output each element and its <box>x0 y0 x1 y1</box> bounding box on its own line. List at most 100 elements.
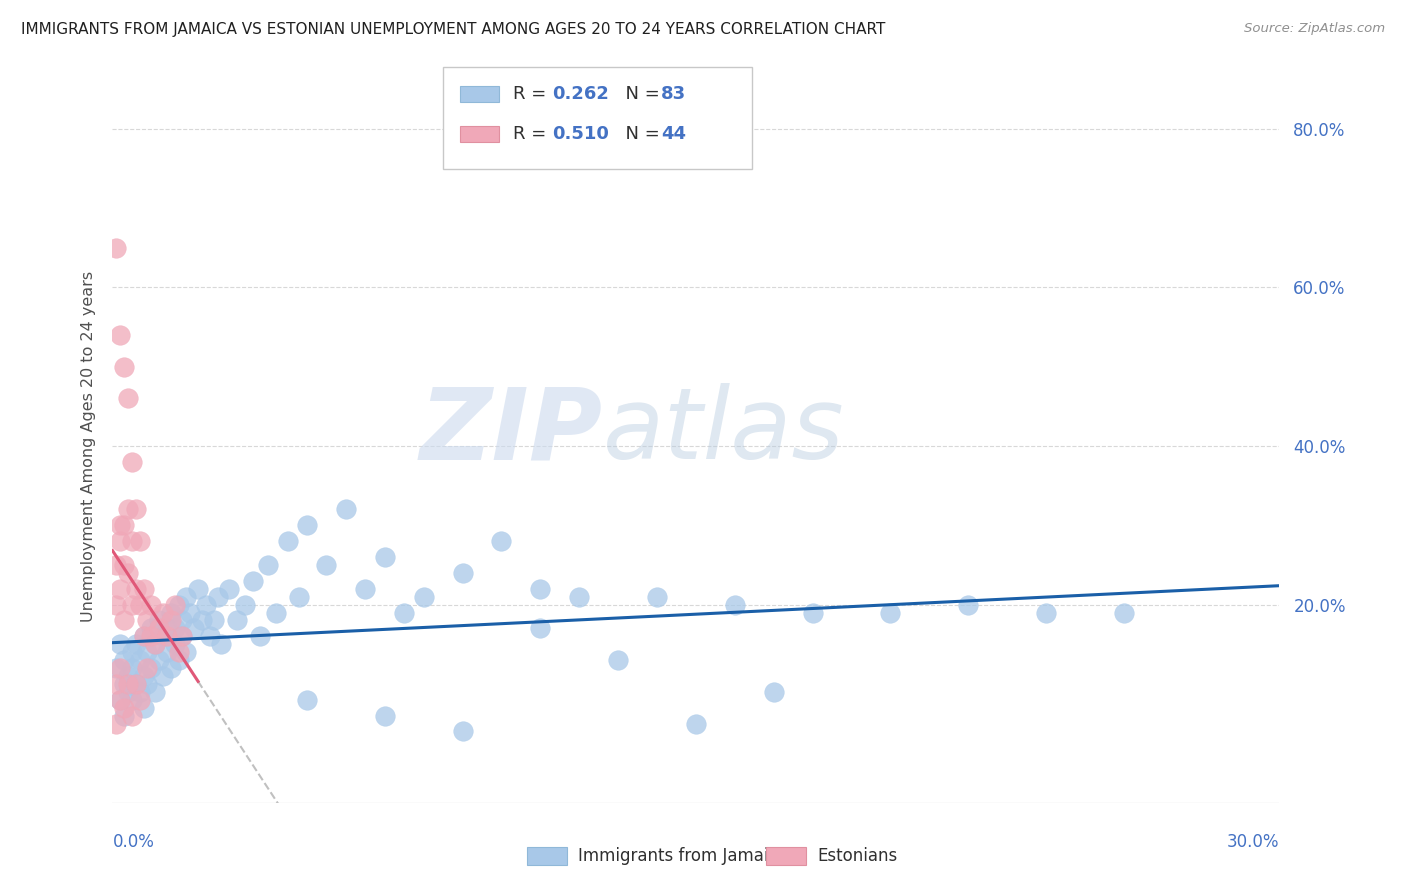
Point <box>125 637 148 651</box>
Point <box>160 661 183 675</box>
Point <box>105 716 128 731</box>
Point <box>276 534 298 549</box>
Point <box>179 606 201 620</box>
Point <box>295 518 318 533</box>
Point <box>354 582 377 596</box>
Point <box>112 614 135 628</box>
Point <box>117 685 139 699</box>
Point <box>143 637 166 651</box>
Point <box>128 598 150 612</box>
Point <box>121 692 143 706</box>
Point <box>117 566 139 580</box>
Text: 44: 44 <box>661 125 686 143</box>
Point <box>110 328 132 343</box>
Point <box>112 359 135 374</box>
Y-axis label: Unemployment Among Ages 20 to 24 years: Unemployment Among Ages 20 to 24 years <box>80 270 96 622</box>
Point <box>128 534 150 549</box>
Point <box>112 708 135 723</box>
Point <box>125 582 148 596</box>
Point <box>128 653 150 667</box>
Point <box>121 645 143 659</box>
Point <box>105 598 128 612</box>
Point <box>167 653 190 667</box>
Point <box>136 677 159 691</box>
Point <box>685 716 707 731</box>
Point <box>152 669 174 683</box>
Point <box>132 700 155 714</box>
Point <box>957 598 980 612</box>
Point <box>172 629 194 643</box>
Point <box>295 692 318 706</box>
Point <box>132 629 155 643</box>
Point <box>183 621 205 635</box>
Point <box>568 590 591 604</box>
Point <box>121 534 143 549</box>
Point <box>117 392 139 406</box>
Point <box>879 606 901 620</box>
Text: R =: R = <box>513 125 553 143</box>
Point <box>315 558 337 572</box>
Point <box>167 645 190 659</box>
Text: N =: N = <box>614 85 666 103</box>
Point <box>141 621 163 635</box>
Point <box>105 558 128 572</box>
Point <box>136 614 159 628</box>
Point <box>132 629 155 643</box>
Point <box>148 614 170 628</box>
Point <box>491 534 513 549</box>
Point <box>218 582 240 596</box>
Point <box>136 661 159 675</box>
Point <box>242 574 264 588</box>
Point <box>801 606 824 620</box>
Point <box>187 582 209 596</box>
Point <box>112 677 135 691</box>
Point <box>110 582 132 596</box>
Point <box>191 614 214 628</box>
Point <box>141 629 163 643</box>
Point <box>112 700 135 714</box>
Point <box>264 606 287 620</box>
Point <box>141 661 163 675</box>
Point <box>121 708 143 723</box>
Point <box>288 590 311 604</box>
Point <box>1035 606 1057 620</box>
Point <box>125 502 148 516</box>
Point <box>143 685 166 699</box>
Point <box>163 621 186 635</box>
Point <box>110 692 132 706</box>
Point <box>105 661 128 675</box>
Point <box>163 598 186 612</box>
Point <box>724 598 747 612</box>
Text: Immigrants from Jamaica: Immigrants from Jamaica <box>578 847 787 865</box>
Point <box>125 677 148 691</box>
Text: IMMIGRANTS FROM JAMAICA VS ESTONIAN UNEMPLOYMENT AMONG AGES 20 TO 24 YEARS CORRE: IMMIGRANTS FROM JAMAICA VS ESTONIAN UNEM… <box>21 22 886 37</box>
Point <box>607 653 630 667</box>
Point <box>529 621 551 635</box>
Point <box>152 629 174 643</box>
Point <box>148 621 170 635</box>
Point <box>132 582 155 596</box>
Point <box>156 621 179 635</box>
Point <box>125 677 148 691</box>
Point <box>194 598 217 612</box>
Point <box>132 669 155 683</box>
Point <box>160 614 183 628</box>
Point <box>121 455 143 469</box>
Point <box>176 645 198 659</box>
Point <box>148 653 170 667</box>
Text: R =: R = <box>513 85 553 103</box>
Point <box>128 685 150 699</box>
Point <box>198 629 221 643</box>
Point <box>209 637 232 651</box>
Point <box>249 629 271 643</box>
Point <box>110 534 132 549</box>
Point <box>207 590 229 604</box>
Point <box>412 590 434 604</box>
Point <box>152 606 174 620</box>
Point <box>110 637 132 651</box>
Text: Source: ZipAtlas.com: Source: ZipAtlas.com <box>1244 22 1385 36</box>
Point <box>233 598 256 612</box>
Point <box>117 669 139 683</box>
Point <box>762 685 785 699</box>
Point <box>645 590 668 604</box>
